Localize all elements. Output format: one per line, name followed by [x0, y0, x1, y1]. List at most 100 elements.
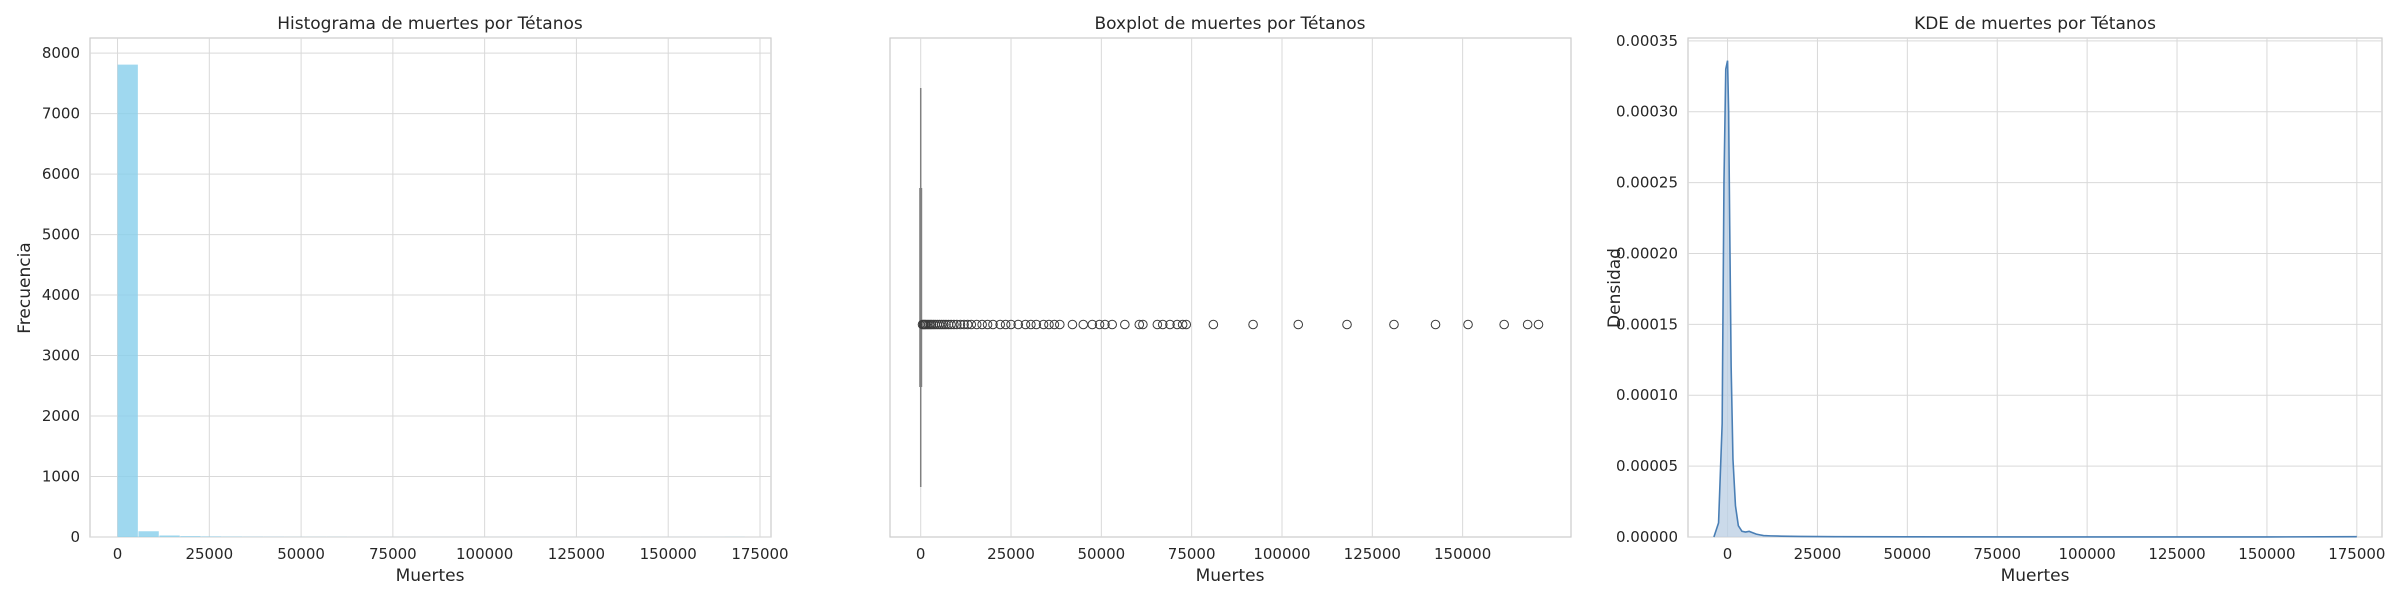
boxplot-panel: 0 25000 50000 75000 100000 125000 150000 Boxpl… [889, 14, 1572, 586]
histogram-y-tick-label: 3000 [42, 347, 80, 365]
histogram-x-tick-label: 50000 [277, 545, 325, 563]
boxplot-outlier-point [1078, 319, 1089, 330]
boxplot-outlier-point [1138, 319, 1148, 330]
histogram-x-axis-label: Muertes [396, 566, 465, 586]
histogram-plot-frame [89, 37, 772, 538]
kde-x-tick-label: 0 [1723, 545, 1733, 563]
boxplot-outlier-point [971, 319, 982, 330]
kde-x-ticks: 0 25000 50000 75000 100000 125000 150000 175000 [1723, 545, 2386, 563]
boxplot-outlier-point [1533, 319, 1544, 330]
boxplot-outlier-point [959, 319, 969, 330]
histogram-y-tick-label: 0 [70, 528, 80, 546]
kde-y-axis-label: Densidad [1605, 248, 1625, 328]
histogram-x-tick-label: 75000 [369, 545, 417, 563]
histogram-x-tick-label: 125000 [548, 545, 605, 563]
boxplot-x-tick-label: 75000 [1168, 545, 1216, 563]
boxplot-x-tick-label: 125000 [1344, 545, 1401, 563]
boxplot-outlier-point [1342, 319, 1352, 330]
histogram-y-tick-label: 8000 [42, 44, 80, 62]
boxplot-x-tick-label: 150000 [1434, 545, 1491, 563]
boxplot-outlier-point [1134, 319, 1145, 330]
histogram-x-tick-label: 0 [113, 545, 123, 563]
histogram-bars [117, 64, 745, 537]
histogram-y-tick-label: 2000 [42, 407, 80, 425]
boxplot-title: Boxplot de muertes por Tétanos [1094, 14, 1365, 34]
boxplot-outlier-point [939, 319, 949, 330]
kde-density-line [1713, 60, 2357, 538]
histogram-y-tick-label: 5000 [42, 226, 80, 244]
boxplot-outlier-point [1499, 319, 1509, 330]
boxplot-outlier-point [1248, 319, 1258, 330]
histogram-bar [159, 535, 180, 537]
kde-y-tick-label: 0.00015 [1616, 315, 1678, 333]
boxplot-outliers [917, 319, 1544, 330]
boxplot-outlier-point [952, 319, 962, 330]
kde-y-tick-label: 0.00010 [1616, 386, 1678, 404]
boxplot-x-tick-label: 0 [916, 545, 926, 563]
boxplot-outlier-point [1430, 319, 1441, 330]
histogram-x-tick-label: 175000 [731, 545, 788, 563]
kde-x-axis-label: Muertes [2001, 566, 2070, 586]
histogram-panel: 0 25000 50000 75000 100000 125000 150000 175000… [15, 14, 789, 586]
boxplot-outlier-point [1031, 319, 1042, 330]
kde-panel: 0 25000 50000 75000 100000 125000 150000 175000… [1605, 14, 2385, 586]
kde-y-tick-label: 0.00035 [1616, 32, 1678, 50]
boxplot-outlier-point [1181, 319, 1192, 330]
kde-y-ticks: 0.00000 0.00005 0.00010 0.00015 0.00020 0.000… [1616, 32, 1678, 546]
histogram-x-tick-label: 25000 [185, 545, 233, 563]
histogram-title: Histograma de muertes por Tétanos [277, 14, 583, 34]
boxplot-x-tick-label: 25000 [987, 545, 1035, 563]
boxplot-outlier-point [1463, 319, 1473, 330]
boxplot-outlier-point [1026, 319, 1036, 330]
boxplot-outlier-point [955, 319, 966, 330]
kde-y-tick-label: 0.00000 [1616, 528, 1678, 546]
boxplot-outlier-point [1044, 319, 1054, 330]
boxplot-outlier-point [995, 319, 1005, 330]
kde-x-tick-label: 25000 [1794, 545, 1842, 563]
histogram-y-tick-label: 4000 [42, 286, 80, 304]
boxplot-outlier-point [1107, 319, 1117, 330]
histogram-x-ticks: 0 25000 50000 75000 100000 125000 150000 175000 [113, 545, 789, 563]
kde-x-tick-label: 175000 [2328, 545, 2385, 563]
boxplot-x-ticks: 0 25000 50000 75000 100000 125000 150000 [916, 545, 1491, 563]
boxplot-outlier-point [1049, 319, 1060, 330]
boxplot-outlier-point [1000, 319, 1011, 330]
histogram-bar [201, 536, 222, 537]
histogram-y-tick-label: 7000 [42, 105, 80, 123]
boxplot-outlier-point [1522, 319, 1533, 330]
histogram-y-ticks: 0 1000 2000 3000 4000 5000 6000 7000 8000 [42, 44, 80, 546]
boxplot-outlier-point [966, 319, 977, 330]
kde-x-tick-label: 100000 [2059, 545, 2116, 563]
kde-x-tick-label: 150000 [2238, 545, 2295, 563]
kde-x-tick-label: 125000 [2148, 545, 2205, 563]
boxplot-outlier-point [982, 319, 993, 330]
boxplot-outlier-point [1208, 319, 1219, 330]
kde-y-tick-label: 0.00005 [1616, 457, 1678, 475]
histogram-x-tick-label: 100000 [456, 545, 513, 563]
histogram-bar [138, 531, 159, 537]
histogram-x-tick-label: 150000 [640, 545, 697, 563]
boxplot-outlier-point [1094, 319, 1105, 330]
histogram-y-axis-label: Frecuencia [15, 242, 35, 333]
kde-area [1713, 60, 2357, 538]
histogram-bar [180, 536, 201, 537]
boxplot-outlier-point [1100, 319, 1110, 330]
boxplot-outlier-point [936, 319, 947, 330]
boxplot-outlier-point [1054, 319, 1065, 330]
boxplot-outlier-point [1087, 319, 1098, 330]
histogram-y-tick-label: 1000 [42, 468, 80, 486]
boxplot-outlier-point [977, 319, 987, 330]
kde-y-tick-label: 0.00025 [1616, 174, 1678, 192]
boxplot-iqr-box [919, 188, 923, 387]
boxplot-outlier-point [1165, 319, 1175, 330]
boxplot-outlier-point [1020, 319, 1031, 330]
boxplot-x-axis-label: Muertes [1196, 566, 1265, 586]
boxplot-outlier-point [1152, 319, 1163, 330]
boxplot-outlier-point [1157, 319, 1168, 330]
kde-title: KDE de muertes por Tétanos [1914, 14, 2156, 34]
kde-y-tick-label: 0.00020 [1616, 244, 1678, 262]
kde-y-tick-label: 0.00030 [1616, 103, 1678, 121]
kde-gridlines [1688, 38, 2382, 538]
boxplot-outlier-point [949, 319, 959, 330]
